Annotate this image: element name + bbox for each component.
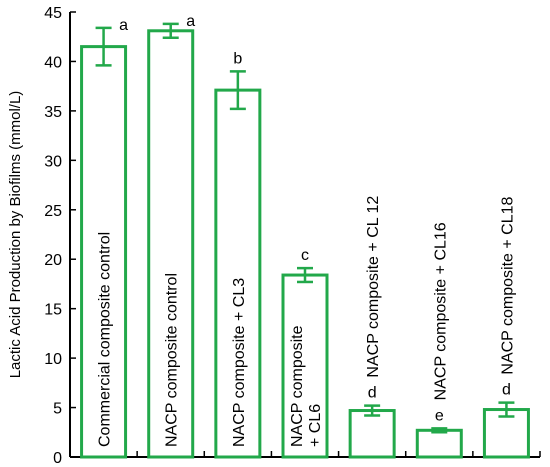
category-label: NACP composite + CL18 <box>499 196 516 374</box>
category-label: Commercial composite control <box>97 232 114 447</box>
category-label: NACP composite + CL6 <box>289 325 324 447</box>
significance-letter: a <box>186 13 195 30</box>
y-tick-label: 35 <box>44 104 62 121</box>
y-tick-label: 15 <box>44 302 62 319</box>
bar <box>281 273 329 459</box>
y-tick-label: 45 <box>44 5 62 22</box>
y-tick-label: 25 <box>44 203 62 220</box>
y-tick-label: 5 <box>53 401 62 418</box>
bar <box>415 428 463 459</box>
y-tick-label: 10 <box>44 351 62 368</box>
category-label: NACP composite control <box>164 273 181 447</box>
category-label-line: NACP composite + CL 12 <box>365 196 382 378</box>
significance-letter: e <box>435 407 444 424</box>
significance-letter: d <box>502 382 511 399</box>
category-label-line: Commercial composite control <box>97 232 114 447</box>
significance-letter: c <box>301 247 309 264</box>
y-tick-label: 40 <box>44 54 62 71</box>
significance-letter: d <box>368 385 377 402</box>
category-label-line: + CL6 <box>307 404 324 447</box>
significance-letter: b <box>233 50 242 67</box>
category-label-line: NACP composite <box>289 325 306 447</box>
category-label-line: NACP composite + CL18 <box>499 196 516 374</box>
significance-letter: a <box>119 17 128 34</box>
bar-labels-group: a Commercial composite control a NACP compo… <box>97 13 517 447</box>
y-axis-label: Lactic Acid Production by Biofilms (mmol… <box>7 91 24 379</box>
y-axis-label-group: Lactic Acid Production by Biofilms (mmol… <box>7 91 24 379</box>
category-label-line: NACP composite + CL16 <box>432 222 449 400</box>
category-label-line: NACP composite + CL3 <box>231 278 248 447</box>
y-tick-label: 30 <box>44 153 62 170</box>
bar <box>214 88 262 459</box>
bars-group <box>80 22 530 459</box>
category-label: NACP composite + CL3 <box>231 278 248 447</box>
category-label: NACP composite + CL16 <box>432 222 449 400</box>
category-label-line: NACP composite control <box>164 273 181 447</box>
category-label: NACP composite + CL 12 <box>365 196 382 378</box>
y-tick-label: 20 <box>44 252 62 269</box>
y-tick-label: 0 <box>53 450 62 467</box>
bar <box>348 409 396 459</box>
